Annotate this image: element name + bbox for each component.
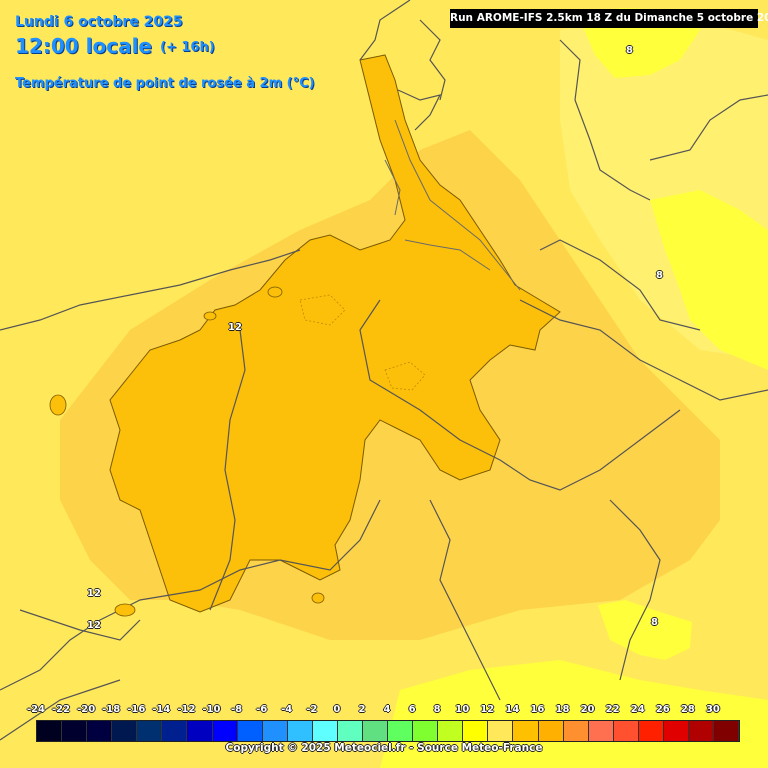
contour-label: 8 — [626, 45, 633, 56]
legend-tick-label: -8 — [231, 704, 243, 715]
legend-color-cell — [37, 721, 63, 741]
contour-label: 8 — [651, 617, 658, 628]
legend-color-cell — [112, 721, 138, 741]
forecast-date: Lundi 6 octobre 2025 — [15, 14, 183, 30]
coastlines — [0, 0, 446, 741]
legend-color-cell — [513, 721, 539, 741]
forecast-time: 12:00 locale — [15, 34, 152, 58]
contour-label: 12 — [87, 620, 101, 631]
run-info: Run AROME-IFS 2.5km 18 Z du Dimanche 5 o… — [450, 9, 768, 28]
legend-tick-label: 24 — [630, 704, 645, 715]
legend-tick-label: 16 — [530, 704, 545, 715]
legend-color-cell — [237, 721, 263, 741]
legend-color-cell — [262, 721, 288, 741]
legend-tick-label: 12 — [480, 704, 495, 715]
legend-tick-labels: -24 -22 -20 -18 -16 -14 -12 -10 -8 -6 -4 -2 0 2 4 6 8 10 1… — [27, 704, 738, 718]
legend-color-cell — [137, 721, 163, 741]
legend-tick-label: 28 — [680, 704, 695, 715]
border-lines — [0, 39, 768, 701]
legend-color-cell — [588, 721, 614, 741]
legend-color-cell — [463, 721, 489, 741]
small-islands — [49, 286, 325, 617]
legend-tick-label: -2 — [306, 704, 318, 715]
stippled-lowland — [299, 294, 426, 391]
zone-8-10-southeast — [598, 600, 692, 660]
forecast-lead-time: (+ 16h) — [160, 40, 215, 55]
legend-tick-label: 18 — [555, 704, 570, 715]
zone-12-14-core — [109, 54, 561, 613]
legend-tick-label: 20 — [580, 704, 595, 715]
variable-title: Température de point de rosée à 2m (°C) — [15, 76, 315, 91]
legend-color-cell — [312, 721, 338, 741]
legend-color-cell — [638, 721, 664, 741]
legend-color-cell — [162, 721, 188, 741]
legend-tick-label: 4 — [383, 704, 391, 715]
legend-color-cell — [363, 721, 389, 741]
legend-tick-label: -20 — [77, 704, 96, 715]
legend-tick-label: 10 — [455, 704, 470, 715]
color-scale-legend — [36, 720, 740, 742]
legend-color-cell — [488, 721, 514, 741]
legend-tick-label: 6 — [408, 704, 416, 715]
legend-tick-label: 22 — [605, 704, 620, 715]
legend-color-cell — [563, 721, 589, 741]
zone-8-10-east — [650, 190, 768, 370]
legend-color-cell — [714, 721, 740, 741]
legend-color-cell — [538, 721, 564, 741]
rivers — [384, 119, 521, 291]
legend-color-cell — [663, 721, 690, 741]
legend-tick-label: -6 — [256, 704, 268, 715]
legend-color-cell — [689, 721, 715, 741]
legend-color-cell — [87, 721, 113, 741]
legend-color-cell — [337, 721, 364, 741]
legend-color-cell — [187, 721, 213, 741]
legend-tick-label: -18 — [102, 704, 121, 715]
legend-tick-label: -22 — [52, 704, 71, 715]
contour-label: 12 — [228, 322, 242, 333]
legend-color-cell — [413, 721, 439, 741]
legend-tick-label: 14 — [505, 704, 520, 715]
legend-tick-label: -24 — [26, 704, 46, 715]
contour-label: 12 — [87, 588, 101, 599]
legend-color-cell — [287, 721, 313, 741]
legend-color-cell — [62, 721, 88, 741]
legend-tick-label: -16 — [127, 704, 146, 715]
legend-color-cell — [613, 721, 639, 741]
contour-label: 8 — [656, 270, 663, 281]
legend-tick-label: 30 — [705, 704, 720, 715]
legend-color-cell — [212, 721, 238, 741]
legend-tick-label: 2 — [358, 704, 366, 715]
legend-tick-label: 8 — [433, 704, 441, 715]
legend-color-cell — [438, 721, 464, 741]
legend-tick-label: 0 — [333, 704, 341, 715]
legend-tick-label: -10 — [202, 704, 221, 715]
legend-tick-label: -14 — [152, 704, 171, 715]
legend-tick-label: 26 — [655, 704, 670, 715]
legend-color-cell — [388, 721, 414, 741]
legend-tick-label: -4 — [281, 704, 293, 715]
copyright-text: Copyright © 2025 Meteociel.fr - Source M… — [225, 742, 543, 754]
legend-tick-label: -12 — [177, 704, 196, 715]
